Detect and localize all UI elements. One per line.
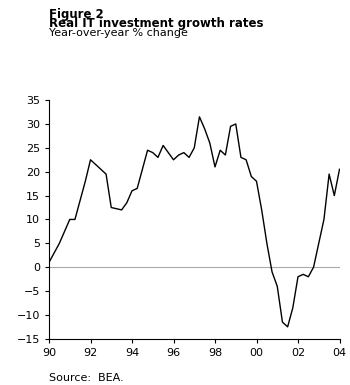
Text: Figure 2: Figure 2 xyxy=(49,8,104,21)
Text: Source:  BEA.: Source: BEA. xyxy=(49,373,124,383)
Text: Real IT investment growth rates: Real IT investment growth rates xyxy=(49,17,264,30)
Text: Year-over-year % change: Year-over-year % change xyxy=(49,28,188,38)
